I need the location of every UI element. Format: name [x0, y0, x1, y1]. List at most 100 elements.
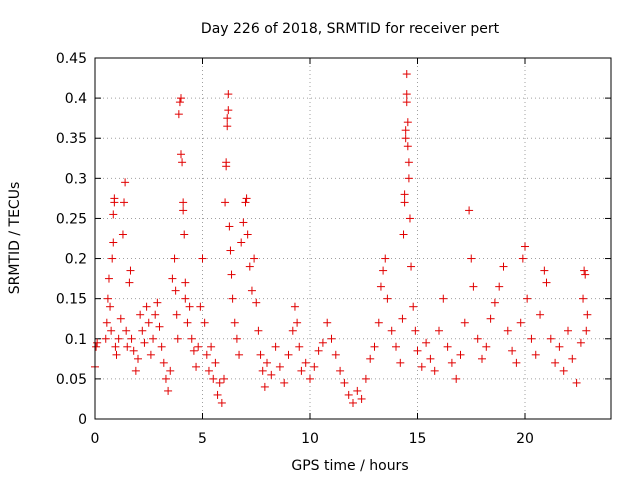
data-point: [181, 294, 190, 303]
data-point: [198, 254, 207, 263]
data-point: [521, 242, 529, 251]
data-point: [555, 342, 564, 351]
x-tick-label: 10: [301, 431, 319, 447]
y-tick-label: 0.45: [56, 51, 87, 67]
data-point: [189, 346, 198, 355]
data-point: [127, 334, 136, 343]
data-point: [207, 342, 216, 351]
data-point: [564, 326, 572, 335]
data-point: [327, 334, 336, 343]
y-tick-label: 0: [78, 412, 87, 428]
data-point: [149, 334, 158, 343]
x-axis-label: GPS time / hours: [291, 458, 408, 474]
data-point: [228, 294, 237, 303]
data-point: [576, 338, 585, 347]
data-point: [172, 310, 181, 319]
data-point: [225, 222, 234, 231]
data-point: [407, 262, 416, 271]
data-point: [177, 150, 185, 159]
data-point: [531, 350, 540, 359]
data-point: [125, 278, 134, 287]
data-point: [252, 298, 261, 307]
data-point: [508, 346, 517, 355]
data-point: [136, 310, 145, 319]
data-point: [280, 378, 289, 387]
data-point: [123, 342, 132, 351]
data-point: [211, 358, 220, 367]
x-tick-label: 15: [409, 431, 427, 447]
y-tick-label: 0.25: [56, 211, 87, 227]
data-point: [237, 238, 246, 247]
data-point: [250, 254, 259, 263]
data-point: [175, 98, 184, 107]
data-point: [465, 206, 474, 215]
data-point: [267, 370, 276, 379]
data-point: [582, 326, 591, 335]
data-point: [306, 374, 314, 383]
data-point: [583, 310, 592, 319]
data-point: [559, 366, 568, 375]
data-point: [151, 310, 160, 319]
data-point: [399, 230, 408, 239]
data-point: [93, 338, 102, 347]
data-point: [180, 230, 189, 239]
data-point: [293, 318, 302, 327]
y-tick-label: 0.15: [56, 292, 87, 308]
data-point: [370, 342, 379, 351]
y-tick-label: 0.1: [65, 332, 87, 348]
data-point: [310, 362, 319, 371]
data-point: [185, 302, 194, 311]
data-point: [344, 390, 353, 399]
data-point: [153, 298, 162, 307]
x-tick-label: 20: [516, 431, 534, 447]
data-point: [129, 346, 138, 355]
data-point: [140, 338, 149, 347]
data-point: [111, 342, 120, 351]
data-point: [401, 134, 410, 143]
data-point: [452, 374, 461, 383]
data-point: [118, 230, 127, 239]
data-point: [482, 342, 491, 351]
data-point: [460, 318, 469, 327]
data-point: [109, 238, 118, 247]
data-point: [551, 358, 560, 367]
data-point: [220, 374, 228, 383]
data-point: [383, 294, 392, 303]
data-point: [159, 358, 168, 367]
data-point: [411, 326, 420, 335]
data-point: [499, 262, 508, 271]
data-point: [217, 398, 226, 407]
data-point: [568, 354, 577, 363]
data-point: [183, 318, 192, 327]
y-tick-label: 0.2: [65, 252, 87, 268]
grid-layer: [95, 58, 611, 419]
data-point: [400, 198, 409, 207]
data-point: [157, 342, 166, 351]
data-point: [221, 198, 230, 207]
data-point: [146, 350, 155, 359]
data-point: [112, 350, 121, 359]
data-point: [120, 198, 129, 207]
data-point: [473, 334, 482, 343]
data-point: [275, 362, 284, 371]
data-point: [402, 98, 411, 107]
data-point: [254, 326, 263, 335]
data-point: [134, 354, 142, 363]
data-point: [187, 334, 196, 343]
data-point: [447, 358, 456, 367]
data-point: [161, 374, 170, 383]
tick-layer: 0 0.05 0.1 0.15 0.2 0.25 0.3 0.35 0.4 0.45 0 5 10 15 2…: [56, 51, 611, 447]
data-point: [301, 358, 310, 367]
data-point: [104, 274, 113, 283]
data-point: [122, 326, 131, 335]
data-point: [131, 366, 140, 375]
data-point: [204, 366, 213, 375]
data-point: [366, 354, 375, 363]
data-point: [478, 354, 486, 363]
data-point: [178, 158, 187, 167]
data-point: [353, 386, 362, 395]
data-point: [456, 350, 465, 359]
data-point: [109, 210, 118, 219]
data-point: [331, 350, 340, 359]
